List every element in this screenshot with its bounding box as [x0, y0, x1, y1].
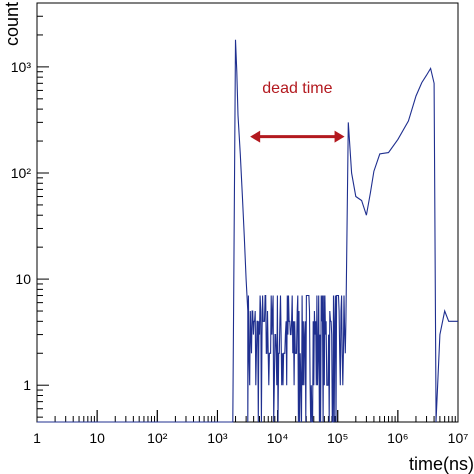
x-tick-label: 10⁷ [448, 430, 469, 446]
y-tick-labels: 1 10 10² 10³ [11, 59, 32, 393]
x-tick-label: 10² [147, 430, 168, 446]
y-tick-label: 10 [15, 271, 31, 287]
arrow-head-right [334, 130, 345, 143]
x-axis-title: time(ns) [409, 454, 474, 474]
x-tick-label: 1 [33, 430, 41, 446]
x-tick-label: 10⁴ [267, 430, 289, 446]
dead-time-label: dead time [262, 80, 332, 97]
series-line [37, 39, 459, 423]
y-axis-title: count [2, 2, 22, 46]
x-tick-labels: 1 10 10² 10³ 10⁴ 10⁵ 10⁶ 10⁷ [33, 430, 468, 446]
x-tick-label: 10⁶ [387, 430, 408, 446]
x-tick-label: 10³ [207, 430, 228, 446]
x-tick-label: 10 [89, 430, 105, 446]
x-tick-label: 10⁵ [327, 430, 348, 446]
y-tick-label: 1 [23, 377, 31, 393]
y-tick-label: 10³ [11, 59, 32, 75]
y-tick-label: 10² [11, 165, 32, 181]
arrow-head-left [250, 130, 261, 143]
